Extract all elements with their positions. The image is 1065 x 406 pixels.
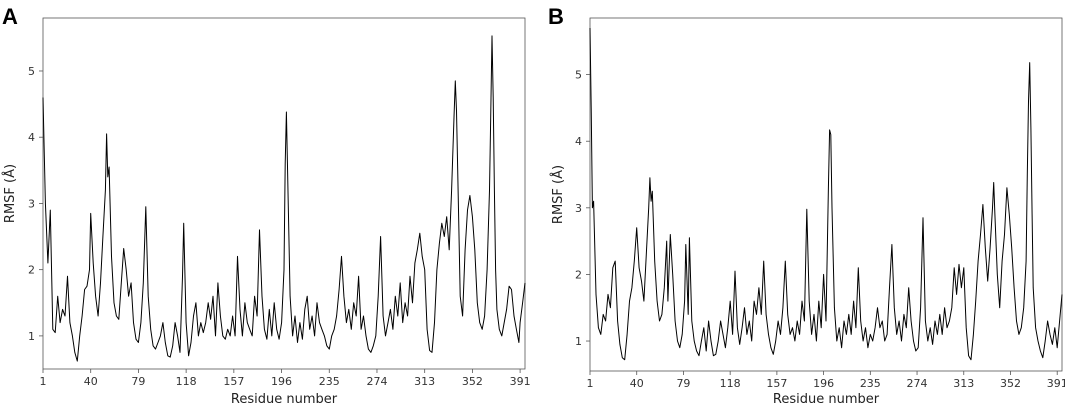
y-tick-label: 1 (575, 335, 582, 348)
y-tick-label: 2 (575, 268, 582, 281)
x-tick-label: 118 (720, 377, 741, 390)
rmsf-series-line (589, 27, 1063, 361)
x-tick-label: 235 (319, 375, 340, 388)
y-tick-label: 4 (575, 135, 582, 148)
plot-frame (589, 17, 1063, 372)
y-axis-label: RMSF (Å) (550, 165, 566, 224)
y-tick-label: 3 (575, 202, 582, 215)
y-tick-label: 1 (28, 330, 35, 343)
x-axis-label: Residue number (231, 392, 338, 406)
x-tick-label: 40 (630, 377, 644, 390)
y-tick-label: 4 (28, 131, 35, 144)
chart-panel-a: A 1 40 79 118 157 196 235 274 313 352 391 1 2 3 4 5 Resid… (2, 4, 531, 406)
x-tick-label: 1 (587, 377, 594, 390)
x-tick-label: 235 (860, 377, 881, 390)
y-tick-label: 3 (28, 197, 35, 210)
x-tick-label: 313 (414, 375, 435, 388)
x-axis-label: Residue number (773, 392, 880, 406)
x-tick-label: 313 (953, 377, 974, 390)
y-tick-label: 5 (575, 69, 582, 82)
x-tick-label: 196 (813, 377, 834, 390)
chart-panel-b: B 1 40 79 118 157 196 235 274 313 352 391 1 2 3 4 5 Resid… (548, 4, 1065, 406)
x-tick-label: 40 (84, 375, 98, 388)
x-tick-label: 352 (1000, 377, 1021, 390)
panel-label: B (548, 4, 564, 29)
y-tick-label: 5 (28, 65, 35, 78)
x-tick-label: 274 (907, 377, 928, 390)
x-tick-label: 274 (366, 375, 387, 388)
y-tick-label: 2 (28, 264, 35, 277)
x-tick-label: 79 (131, 375, 145, 388)
x-tick-label: 79 (676, 377, 690, 390)
x-tick-label: 118 (176, 375, 197, 388)
x-tick-label: 196 (271, 375, 292, 388)
x-tick-label: 157 (766, 377, 787, 390)
x-tick-label: 391 (510, 375, 531, 388)
x-tick-label: 391 (1047, 377, 1065, 390)
x-tick-label: 157 (223, 375, 244, 388)
x-tick-label: 1 (40, 375, 47, 388)
plot-frame (42, 17, 526, 370)
panel-label: A (2, 4, 18, 29)
x-tick-label: 352 (462, 375, 483, 388)
y-axis-label: RMSF (Å) (2, 164, 18, 223)
rmsf-series-line (42, 35, 526, 362)
